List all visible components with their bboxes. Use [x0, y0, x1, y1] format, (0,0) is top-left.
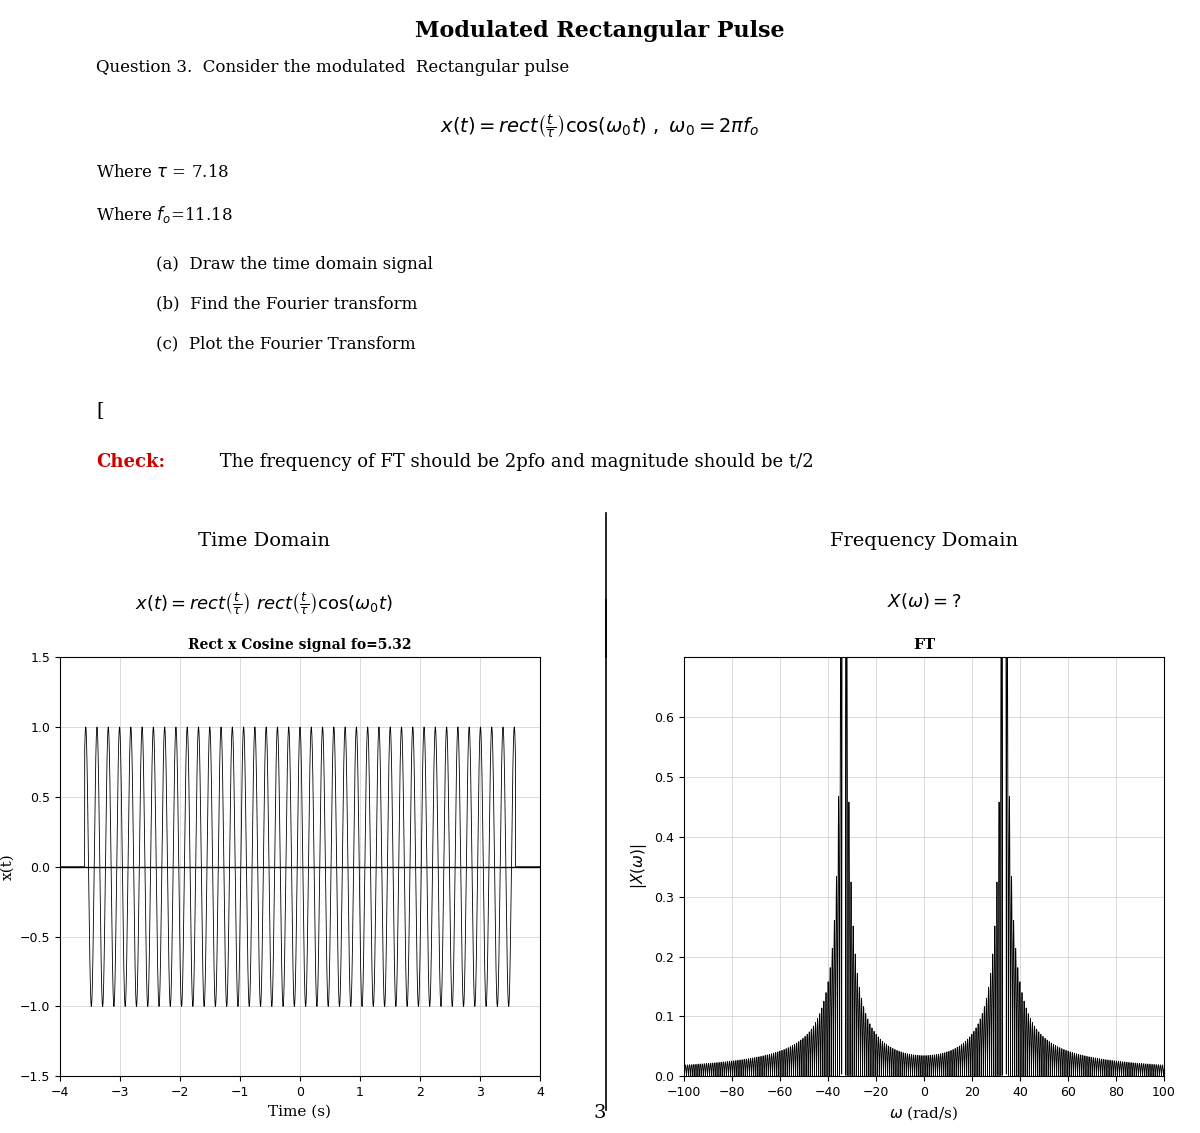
Text: (a)  Draw the time domain signal: (a) Draw the time domain signal — [156, 256, 433, 273]
Text: $x(t) = rect\left(\frac{t}{\tau}\right)\cos(\omega_0 t)\ ,\ \omega_0 = 2\pi f_o$: $x(t) = rect\left(\frac{t}{\tau}\right)\… — [440, 112, 760, 139]
Title: FT: FT — [913, 638, 935, 651]
X-axis label: Time (s): Time (s) — [269, 1105, 331, 1118]
Text: [: [ — [96, 401, 103, 419]
Text: Time Domain: Time Domain — [198, 533, 330, 551]
Text: Modulated Rectangular Pulse: Modulated Rectangular Pulse — [415, 19, 785, 42]
Text: Check:: Check: — [96, 453, 166, 471]
Text: $X(\omega) =?$: $X(\omega) =?$ — [887, 591, 961, 612]
Text: Where $\tau$ = 7.18: Where $\tau$ = 7.18 — [96, 164, 229, 181]
Text: Frequency Domain: Frequency Domain — [830, 533, 1018, 551]
Title: Rect x Cosine signal fo=5.32: Rect x Cosine signal fo=5.32 — [188, 638, 412, 651]
Text: The frequency of FT should be 2pfo and magnitude should be t/2: The frequency of FT should be 2pfo and m… — [214, 453, 814, 471]
Text: 3: 3 — [594, 1104, 606, 1122]
X-axis label: $\omega$ (rad/s): $\omega$ (rad/s) — [889, 1105, 959, 1123]
Text: Where $f_o$=11.18: Where $f_o$=11.18 — [96, 204, 233, 224]
Text: (c)  Plot the Fourier Transform: (c) Plot the Fourier Transform — [156, 335, 415, 352]
Text: $x(t) = rect\left(\frac{t}{\tau}\right)\ rect\left(\frac{t}{\tau}\right)\cos(\om: $x(t) = rect\left(\frac{t}{\tau}\right)\… — [136, 591, 392, 617]
Text: Question 3.  Consider the modulated  Rectangular pulse: Question 3. Consider the modulated Recta… — [96, 59, 569, 76]
Text: (b)  Find the Fourier transform: (b) Find the Fourier transform — [156, 296, 418, 313]
Y-axis label: x(t): x(t) — [0, 853, 14, 880]
Y-axis label: $|X(\omega)|$: $|X(\omega)|$ — [629, 844, 649, 889]
